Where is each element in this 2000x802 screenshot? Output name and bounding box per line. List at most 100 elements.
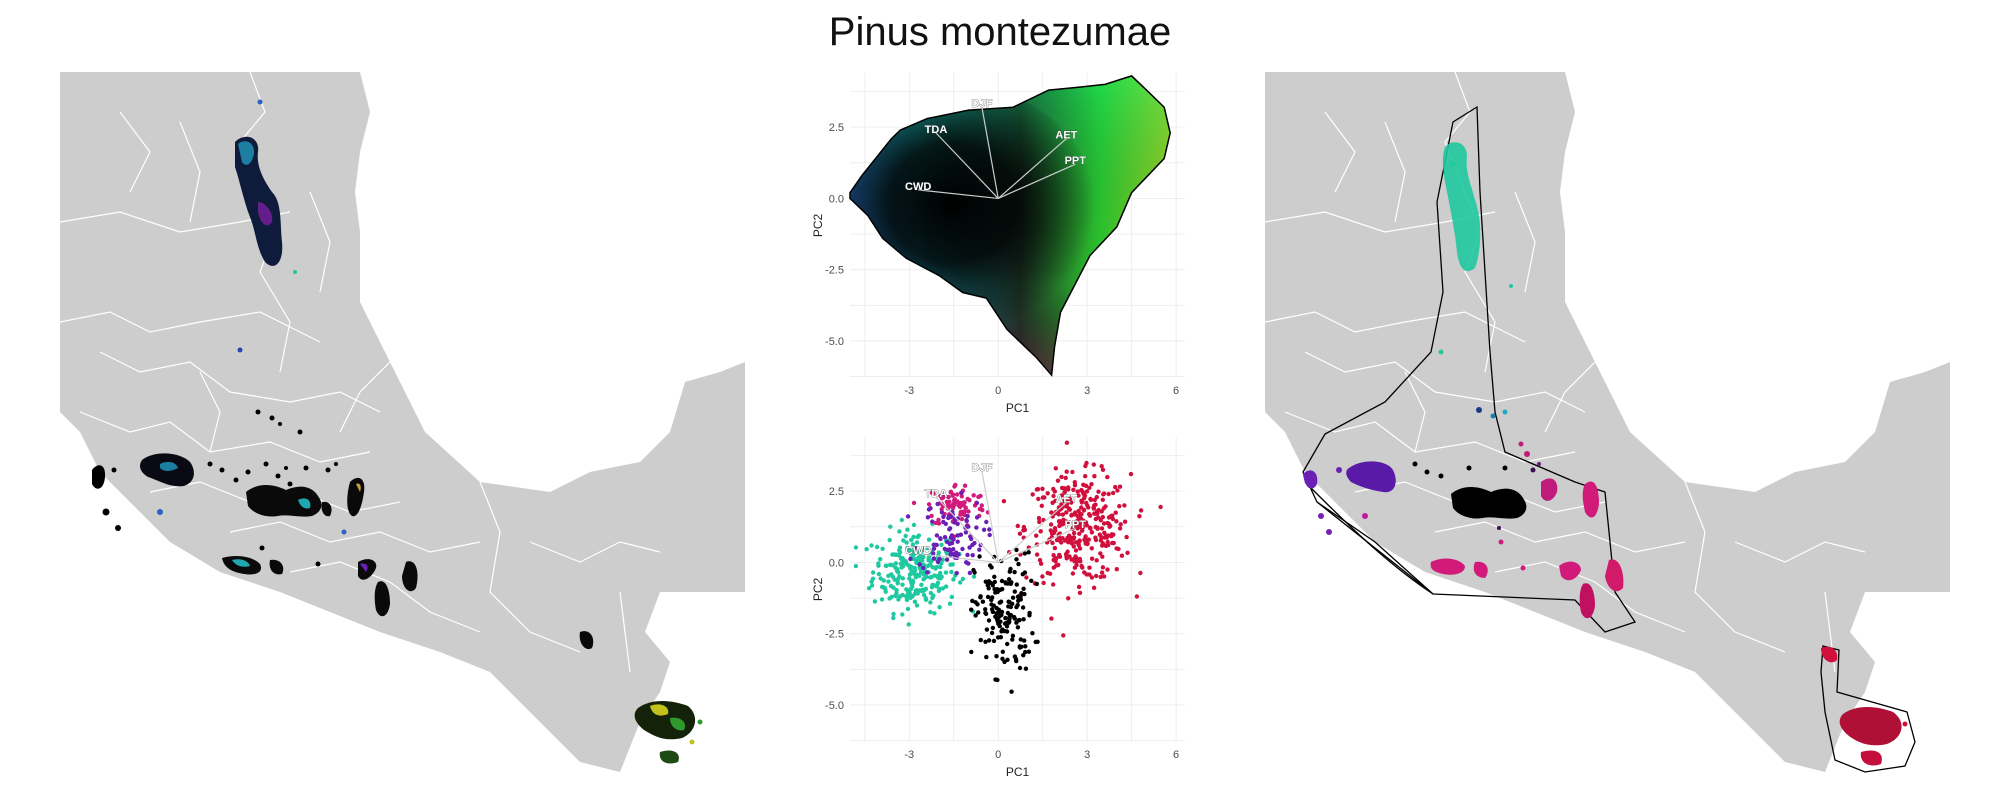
scatter-point: [989, 630, 995, 636]
scatter-point: [1073, 554, 1078, 559]
scatter-point: [1087, 572, 1092, 577]
scatter-point: [1010, 637, 1015, 642]
loading-label-djf: DJF: [972, 462, 993, 474]
x-tick-label: 3: [1084, 385, 1090, 397]
scatter-point: [1099, 535, 1105, 540]
scatter-point: [917, 562, 922, 567]
scatter-point: [950, 502, 956, 507]
scatter-point: [1064, 440, 1070, 445]
scatter-point: [889, 594, 894, 600]
scatter-point: [963, 530, 969, 535]
scatter-point: [1048, 522, 1054, 527]
scatter-point: [1014, 658, 1019, 664]
loading-label-aet: AET: [1055, 494, 1077, 506]
scatter-point: [984, 627, 990, 632]
scatter-point: [969, 649, 974, 655]
patch-east-b: [321, 501, 332, 517]
scatter-point: [958, 509, 963, 515]
scatter-point: [1100, 565, 1106, 570]
scatter-point: [1089, 530, 1095, 535]
scatter-point: [998, 619, 1003, 624]
x-tick-label: -3: [904, 385, 914, 397]
scatter-point: [1114, 567, 1119, 572]
loading-arrow-ppt: [997, 163, 1076, 199]
scatter-point: [1022, 638, 1027, 643]
scatter-point: [1026, 550, 1031, 555]
scatter-point: [926, 502, 932, 507]
scatter-point: [928, 506, 933, 511]
scatter-point: [1064, 469, 1069, 474]
patch-west-1: [92, 465, 106, 489]
scatter-point: [1094, 573, 1099, 579]
scatter-point: [969, 607, 974, 612]
scatter-point: [870, 570, 876, 575]
scatter-point: [1060, 536, 1065, 541]
scatter-point: [1004, 624, 1010, 629]
scatter-point: [878, 557, 883, 562]
scatter-point: [1082, 570, 1087, 575]
scatter-point: [1003, 581, 1008, 586]
patch-magenta-5: [1559, 561, 1581, 581]
scatter-point: [888, 524, 893, 529]
scatter-point: [1040, 574, 1045, 579]
patch-magenta-3: [1430, 558, 1465, 575]
scatter-point: [951, 537, 956, 542]
axes: -3 0 3 6 2.5 0.0 -2.5 -5.0 PC1 PC2: [811, 122, 1179, 415]
scatter-point: [1062, 490, 1067, 495]
scatter-point: [931, 551, 936, 556]
scatter-point: [891, 552, 897, 557]
scatter-point: [1036, 516, 1042, 521]
scatter-point: [943, 584, 949, 589]
scatter-point: [1015, 625, 1021, 630]
land-mass: [1265, 72, 1950, 772]
scatter-point: [869, 583, 875, 588]
scatter-point: [914, 603, 920, 608]
scatter-point: [1012, 654, 1018, 659]
scatter-point: [948, 562, 953, 567]
loading-arrow-ppt: [997, 527, 1076, 563]
scatter-point: [986, 586, 991, 591]
scatter-point: [1079, 563, 1084, 569]
scatter-point: [1062, 486, 1067, 491]
scatter-point: [1105, 474, 1110, 480]
scatter-point: [928, 600, 933, 605]
scatter-point: [1087, 512, 1092, 517]
scatter-point: [882, 585, 887, 591]
scatter-point: [1098, 518, 1103, 523]
scatter-point: [1026, 649, 1032, 654]
loadings: DJF TDA AET PPT CWD: [905, 462, 1087, 564]
scatter-point: [910, 580, 916, 585]
scatter-point: [1134, 594, 1140, 599]
y-axis-label: PC2: [811, 214, 825, 238]
scatter-point: [989, 565, 994, 570]
scatter-point: [1087, 565, 1092, 570]
scatter-point: [936, 573, 941, 578]
scatter-point: [934, 584, 939, 589]
scatter-point: [904, 597, 910, 603]
scatter-point: [1014, 582, 1019, 587]
scatter-point: [1038, 529, 1043, 534]
scatter-point: [932, 611, 937, 616]
x-tick-label: 0: [995, 749, 1001, 761]
left-map: [59, 71, 745, 772]
pca-top-points: [850, 75, 1171, 376]
scatter-point: [1005, 641, 1010, 647]
scatter-point: [1091, 462, 1096, 467]
scatter-point: [977, 547, 982, 552]
scatter-point: [1039, 503, 1044, 508]
scatter-point: [974, 515, 980, 520]
scatter-point: [1091, 585, 1097, 590]
scatter-point: [1093, 516, 1098, 522]
scatter-point: [1067, 520, 1072, 525]
scatter-point: [1000, 649, 1005, 654]
scatter-point: [1037, 519, 1042, 525]
scatter-point: [908, 587, 913, 592]
scatter-point: [955, 499, 960, 504]
scatter-point: [1106, 542, 1111, 548]
scatter-point: [937, 586, 942, 592]
scatter-point: [1024, 575, 1029, 580]
scatter-point: [1089, 482, 1094, 487]
scatter-point: [940, 495, 946, 500]
scatter-point: [1069, 512, 1074, 518]
scatter-point: [1073, 548, 1079, 553]
